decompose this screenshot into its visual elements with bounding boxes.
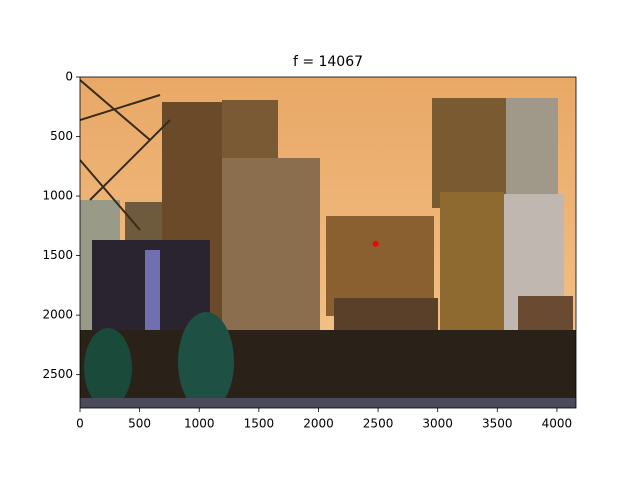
- x-tick-label: 4000: [542, 417, 573, 431]
- y-tick-label: 1000: [42, 189, 73, 203]
- chart-title: f = 14067: [293, 54, 363, 70]
- x-tick-label: 3000: [422, 417, 453, 431]
- photo: [80, 77, 576, 408]
- y-tick-label: 0: [65, 70, 73, 84]
- y-tick-label: 500: [50, 129, 73, 143]
- x-tick-label: 0: [76, 417, 84, 431]
- axes-frame: [79, 76, 577, 409]
- point: [372, 240, 379, 247]
- x-tick-label: 500: [128, 417, 151, 431]
- y-tick-label: 2000: [42, 308, 73, 322]
- x-tick-label: 3500: [482, 417, 513, 431]
- x-tick-label: 2000: [303, 417, 334, 431]
- x-tick-label: 2500: [363, 417, 394, 431]
- y-tick-label: 2500: [42, 367, 73, 381]
- x-tick-label: 1000: [184, 417, 215, 431]
- x-tick-label: 1500: [244, 417, 275, 431]
- y-tick-label: 1500: [42, 248, 73, 262]
